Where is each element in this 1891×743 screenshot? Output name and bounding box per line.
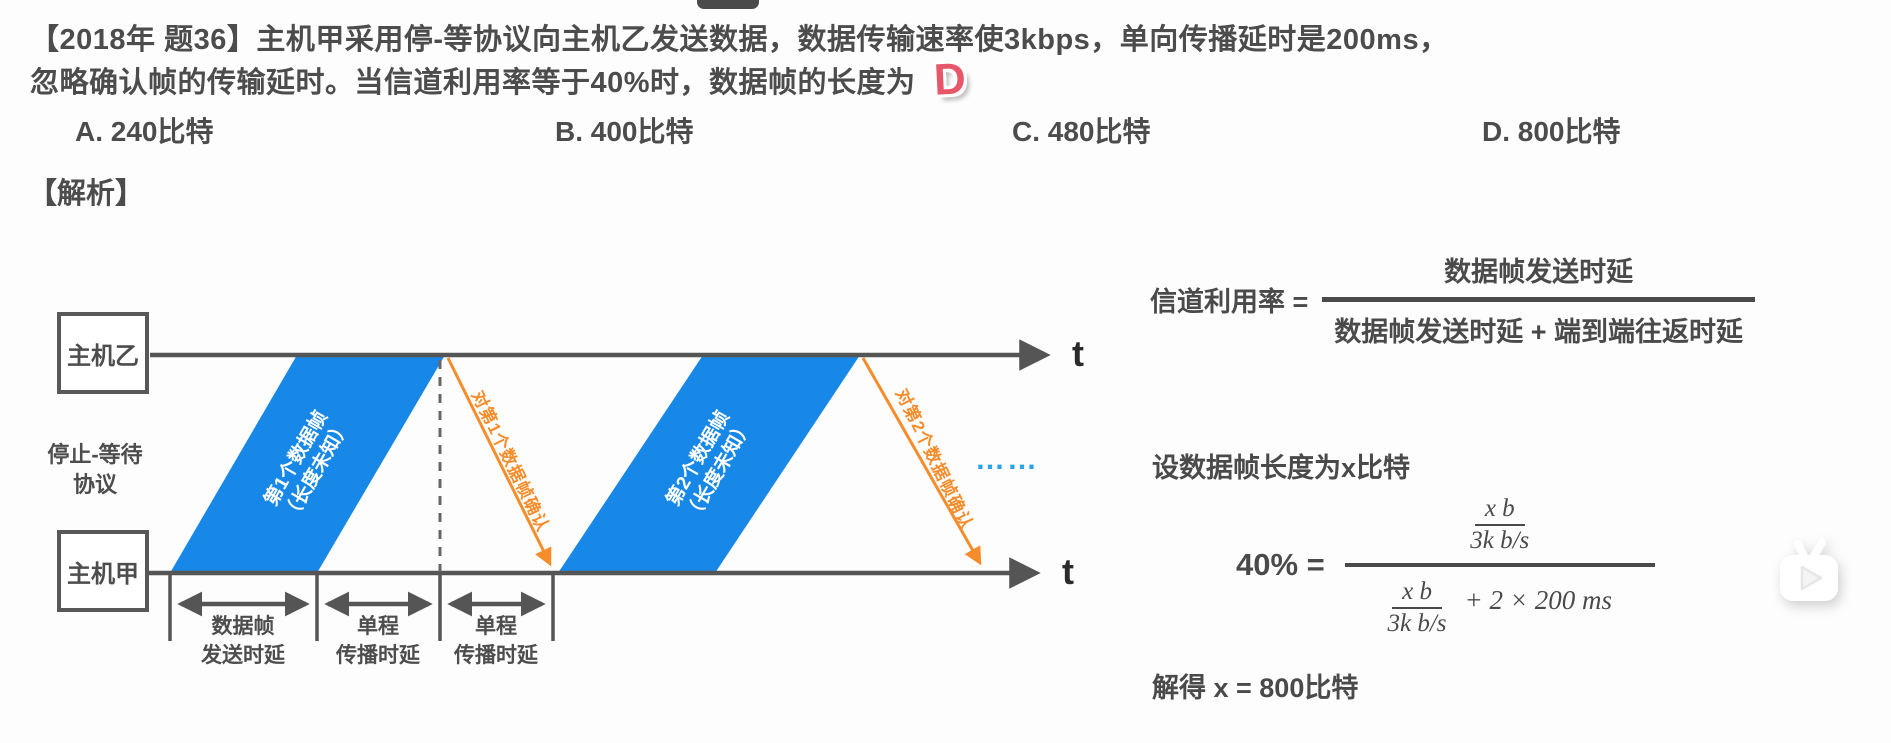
interval-label-send-delay-line2: 发送时延	[201, 644, 285, 668]
equation-lhs: 40% =	[1236, 546, 1325, 582]
equation-40-percent: 40% = x b 3k b/s x b 3k b/s + 2 × 200 ms	[1236, 492, 1655, 637]
question-line-2: 忽略确认帧的传输延时。当信道利用率等于40%时，数据帧的长度为	[30, 67, 916, 99]
frame-length-term-2: x b	[1392, 578, 1442, 609]
interval-label-prop-delay-1: 单程 传播时延	[288, 612, 468, 671]
utilization-denominator: 数据帧发送时延 + 端到端往返时延	[1322, 297, 1756, 349]
utilization-lhs: 信道利用率 =	[1150, 287, 1309, 317]
frame2-label: 第2个数据帧 （长度未知）	[631, 353, 787, 576]
answer-badge: D	[932, 54, 967, 105]
play-button[interactable]	[1768, 532, 1848, 612]
interval-label-prop-delay-2-line1: 单程	[475, 615, 517, 638]
interval-label-prop-delay-1-line2: 传播时延	[336, 644, 420, 668]
axis-t-label-bottom: t	[1062, 551, 1074, 592]
equation-denominator: x b 3k b/s + 2 × 200 ms	[1344, 562, 1655, 638]
option-c: C. 480比特	[1012, 116, 1151, 147]
ack1-label: 对第1个数据帧确认	[467, 387, 553, 535]
host-b-label: 主机乙	[67, 342, 139, 370]
protocol-label-line1: 停止-等待	[47, 442, 143, 467]
host-a-label: 主机甲	[67, 560, 139, 588]
send-delay-fraction-top: x b 3k b/s	[1470, 495, 1530, 555]
utilization-formula: 信道利用率 = 数据帧发送时延 数据帧发送时延 + 端到端往返时延	[1150, 250, 1756, 349]
equation-numerator: x b 3k b/s	[1470, 492, 1529, 563]
bitrate-term-2: 3k b/s	[1387, 609, 1447, 637]
assumption-text: 设数据帧长度为x比特	[1152, 453, 1411, 483]
rtt-term: + 2 × 200 ms	[1464, 584, 1612, 615]
protocol-label: 停止-等待 协议	[35, 440, 155, 499]
option-b: B. 400比特	[555, 116, 694, 147]
option-d: D. 800比特	[1482, 116, 1621, 147]
axis-t-label-top: t	[1072, 333, 1084, 374]
frame1-label: 第1个数据帧 （长度未知）	[229, 353, 385, 576]
host-a-box: 主机甲	[57, 530, 149, 612]
utilization-fraction: 数据帧发送时延 数据帧发送时延 + 端到端往返时延	[1322, 250, 1756, 349]
interval-label-send-delay: 数据帧 发送时延	[153, 612, 333, 671]
analysis-heading: 【解析】	[28, 178, 145, 210]
interval-label-prop-delay-2-line2: 传播时延	[454, 644, 538, 668]
question-line-1: 【2018年 题36】主机甲采用停-等协议向主机乙发送数据，数据传输速率使3kb…	[30, 24, 1449, 56]
interval-label-send-delay-line1: 数据帧	[211, 615, 275, 638]
interval-label-prop-delay-1-line1: 单程	[357, 615, 399, 638]
tv-play-icon	[1780, 538, 1838, 601]
conclusion-text: 解得 x = 800比特	[1152, 673, 1359, 703]
utilization-numerator: 数据帧发送时延	[1444, 257, 1634, 287]
equation-fraction: x b 3k b/s x b 3k b/s + 2 × 200 ms	[1344, 492, 1655, 638]
interval-label-prop-delay-2: 单程 传播时延	[406, 612, 586, 671]
bitrate-term: 3k b/s	[1470, 527, 1530, 555]
option-a: A. 240比特	[75, 116, 214, 147]
host-b-box: 主机乙	[57, 312, 149, 394]
frame-length-term: x b	[1474, 495, 1525, 527]
frame1-label-line1: 第1个数据帧	[260, 407, 332, 510]
send-delay-fraction-bottom: x b 3k b/s	[1387, 578, 1447, 638]
protocol-label-line2: 协议	[72, 471, 117, 497]
question-line-2-row: 忽略确认帧的传输延时。当信道利用率等于40%时，数据帧的长度为 D	[30, 54, 967, 105]
player-top-notch	[697, 0, 759, 9]
continuation-ellipsis: ……	[975, 443, 1039, 476]
frame2-label-line1: 第2个数据帧	[662, 407, 734, 510]
